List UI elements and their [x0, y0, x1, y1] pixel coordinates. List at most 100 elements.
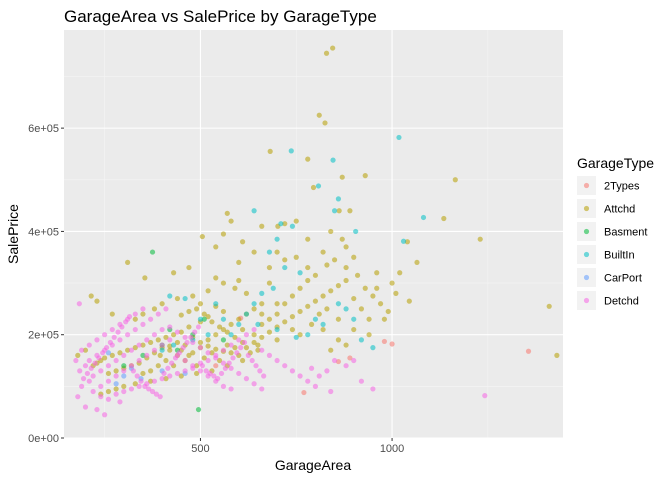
point-detchd — [94, 337, 100, 343]
point-builtin — [266, 249, 273, 255]
point-attchd — [274, 337, 280, 343]
point-attchd — [370, 293, 376, 299]
point-detchd — [174, 329, 181, 335]
point-attchd — [324, 306, 330, 312]
point-detchd — [243, 376, 250, 382]
point-detchd — [96, 355, 102, 361]
point-attchd — [414, 259, 420, 266]
point-builtin — [278, 221, 284, 227]
point-detchd — [80, 376, 87, 382]
point-detchd — [251, 326, 257, 333]
point-builtin — [288, 148, 294, 154]
point-detchd — [297, 373, 303, 379]
point-detchd — [176, 350, 182, 356]
point-attchd — [312, 272, 319, 278]
point-attchd — [251, 249, 257, 255]
point-detchd — [331, 357, 338, 364]
point-detchd — [159, 342, 165, 348]
point-attchd — [105, 370, 112, 377]
point-builtin — [330, 157, 336, 163]
point-attchd — [343, 264, 349, 271]
point-builtin — [396, 134, 402, 141]
point-attchd — [404, 239, 410, 245]
point-attchd — [94, 298, 100, 304]
x-tick-label: 500 — [191, 443, 209, 455]
point-attchd — [452, 177, 458, 183]
point-detchd — [138, 378, 144, 384]
point-detchd — [77, 368, 83, 374]
point-detchd — [316, 373, 322, 379]
point-attchd — [282, 301, 288, 307]
point-carport — [121, 373, 127, 379]
point-attchd — [339, 236, 345, 242]
point-attchd — [159, 301, 165, 307]
point-builtin — [289, 223, 296, 229]
point-attchd — [109, 311, 115, 317]
point-detchd — [136, 357, 142, 364]
point-detchd — [228, 365, 234, 371]
point-detchd — [105, 396, 112, 402]
point-attchd — [316, 112, 322, 118]
point-builtin — [351, 316, 357, 322]
point-attchd — [148, 339, 154, 346]
point-attchd — [197, 339, 204, 346]
point-detchd — [220, 383, 227, 389]
point-detchd — [199, 363, 205, 369]
point-attchd — [132, 316, 138, 322]
point-attchd — [266, 280, 273, 286]
point-attchd — [217, 357, 223, 364]
point-attchd — [194, 306, 200, 312]
point-detchd — [192, 329, 198, 335]
point-attchd — [220, 231, 227, 237]
point-attchd — [224, 210, 230, 216]
point-detchd — [197, 345, 204, 351]
point-detchd — [184, 339, 190, 346]
point-attchd — [186, 308, 192, 315]
point-attchd — [343, 277, 349, 284]
point-attchd — [194, 370, 200, 377]
point-attchd — [178, 373, 184, 379]
point-detchd — [305, 378, 311, 384]
point-attchd — [293, 218, 299, 224]
point-builtin — [320, 321, 326, 327]
point-detchd — [236, 337, 242, 343]
point-builtin — [213, 301, 219, 307]
point-attchd — [194, 363, 200, 369]
point-attchd — [441, 215, 447, 222]
point-basment — [140, 352, 146, 358]
point-attchd — [102, 355, 108, 361]
point-builtin — [270, 285, 276, 291]
point-builtin — [297, 270, 303, 276]
point-attchd — [305, 236, 311, 242]
point-attchd — [328, 347, 334, 353]
point-attchd — [255, 342, 261, 348]
point-attchd — [186, 324, 192, 330]
point-attchd — [236, 316, 242, 322]
point-attchd — [220, 280, 227, 286]
point-detchd — [111, 334, 117, 340]
point-attchd — [213, 244, 219, 250]
point-detchd — [343, 363, 349, 369]
point-detchd — [482, 393, 488, 399]
point-detchd — [82, 363, 89, 369]
point-attchd — [322, 120, 328, 126]
point-attchd — [310, 184, 317, 191]
point-attchd — [477, 236, 483, 242]
point-attchd — [201, 355, 207, 361]
point-detchd — [182, 357, 188, 364]
point-attchd — [343, 342, 349, 348]
point-attchd — [305, 264, 311, 271]
x-tick-label: 1000 — [380, 443, 404, 455]
point-detchd — [253, 363, 259, 369]
point-builtin — [259, 290, 265, 296]
point-detchd — [88, 365, 94, 371]
point-detchd — [115, 329, 121, 335]
point-builtin — [335, 301, 342, 307]
point-attchd — [190, 293, 196, 299]
point-attchd — [335, 316, 342, 322]
point-attchd — [224, 342, 230, 348]
point-detchd — [370, 386, 376, 392]
point-builtin — [182, 295, 188, 302]
point-detchd — [213, 352, 219, 358]
